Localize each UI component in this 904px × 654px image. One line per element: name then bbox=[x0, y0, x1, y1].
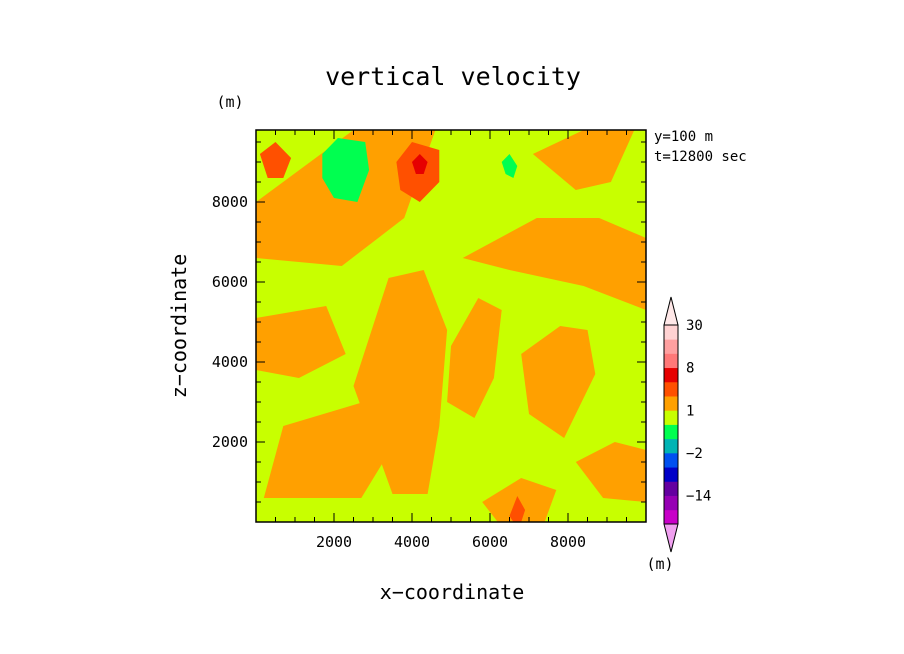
colorbar-label: 30 bbox=[686, 318, 703, 334]
colorbar-frame bbox=[663, 324, 679, 525]
colorbar-unit-label: (m) bbox=[646, 555, 673, 573]
x-tick-label: 4000 bbox=[394, 533, 430, 551]
colorbar-segment bbox=[664, 396, 678, 411]
axes: 2000 4000 6000 8000 2000 4000 6000 8000 bbox=[212, 129, 647, 551]
colorbar-segment bbox=[664, 452, 678, 468]
colorbar-label: 8 bbox=[686, 361, 694, 377]
colorbar-segment bbox=[664, 509, 678, 525]
contour-region bbox=[575, 442, 646, 502]
contour-region bbox=[521, 326, 596, 438]
contour-region bbox=[259, 142, 292, 178]
y-unit-label: (m) bbox=[216, 93, 243, 111]
colorbar-label: 1 bbox=[686, 403, 694, 419]
colorbar-label: −2 bbox=[686, 446, 703, 462]
colorbar-max-triangle bbox=[663, 296, 679, 326]
colorbar-segment bbox=[664, 339, 678, 354]
colorbar-min-triangle bbox=[663, 523, 679, 553]
colorbar-segment bbox=[664, 367, 678, 383]
y-tick-label: 8000 bbox=[212, 193, 248, 211]
colorbar-segment bbox=[664, 410, 678, 425]
annotation-time: t=12800 sec bbox=[654, 149, 747, 165]
annotation-y-position: y=100 m bbox=[654, 129, 713, 145]
colorbar-segment bbox=[664, 467, 678, 482]
contour-region bbox=[447, 298, 502, 418]
contour-region bbox=[322, 138, 370, 202]
colorbar-segment bbox=[664, 381, 678, 397]
colorbar-segment bbox=[664, 424, 678, 440]
y-axis-label: z−coordinate bbox=[167, 254, 191, 399]
x-tick-label: 8000 bbox=[550, 533, 586, 551]
colorbar-segment bbox=[664, 438, 678, 454]
colorbar-segment bbox=[664, 481, 678, 496]
contour-region bbox=[462, 218, 646, 310]
contour-region bbox=[532, 130, 635, 190]
colorbar-label: −14 bbox=[686, 489, 711, 505]
x-axis-label: x−coordinate bbox=[380, 580, 525, 604]
y-tick-label: 2000 bbox=[212, 433, 248, 451]
plot-area bbox=[256, 130, 646, 522]
contour-region bbox=[509, 496, 526, 522]
chart-title: vertical velocity bbox=[325, 62, 581, 91]
contour-region bbox=[353, 270, 448, 494]
contour-region bbox=[256, 306, 346, 378]
contour-region bbox=[412, 154, 428, 174]
y-tick-label: 4000 bbox=[212, 353, 248, 371]
x-tick-label: 6000 bbox=[472, 533, 508, 551]
y-tick-label: 6000 bbox=[212, 273, 248, 291]
colorbar: 30 8 1 −2 −14 bbox=[663, 296, 711, 553]
x-tick-label: 2000 bbox=[316, 533, 352, 551]
contour-region bbox=[501, 154, 518, 178]
colorbar-segment bbox=[664, 325, 678, 340]
contour-region bbox=[263, 398, 401, 498]
colorbar-segment bbox=[664, 353, 678, 369]
colorbar-segment bbox=[664, 495, 678, 511]
